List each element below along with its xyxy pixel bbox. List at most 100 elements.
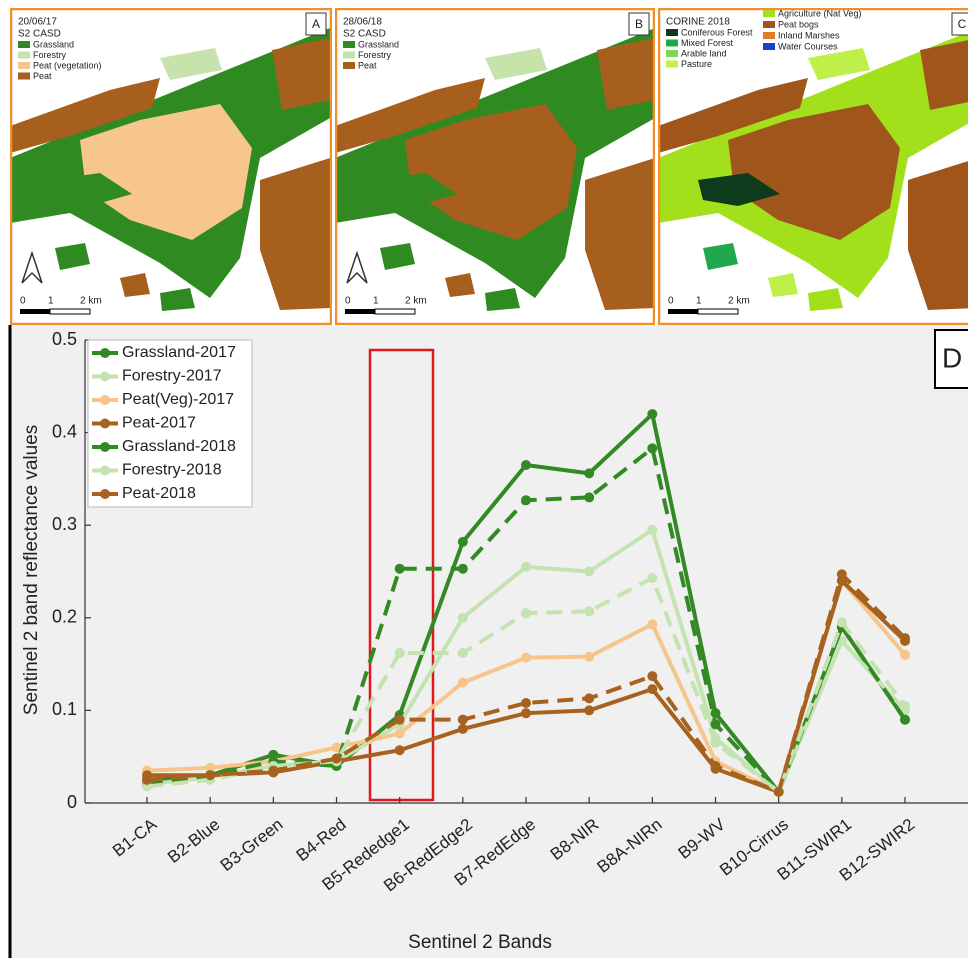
scale-bar [345,309,375,314]
map-source: S2 CASD [18,29,61,40]
annotation: D [942,342,962,373]
scale-label: 2 km [80,296,102,307]
legend-label: Peat bogs [778,19,819,29]
legend-label: Forestry [33,50,67,60]
data-point [584,492,594,502]
data-point [647,671,657,681]
legend-marker [100,419,110,429]
legend-label: Water Courses [778,41,838,51]
legend-label: Peat (vegetation) [33,60,102,70]
data-point [711,761,721,771]
data-point [900,633,910,643]
scale-label: 2 km [728,296,750,307]
data-point [521,698,531,708]
legend-swatch [18,62,30,69]
map-date: 28/06/18 [343,17,382,28]
legend-label: Forestry-2017 [122,368,222,385]
scale-label: 2 km [405,296,427,307]
data-point [900,715,910,725]
legend-label: Mixed Forest [681,38,734,48]
legend-marker [100,466,110,476]
legend-swatch [18,41,30,48]
legend-marker [100,395,110,405]
map-region [597,38,655,110]
legend-swatch [343,52,355,59]
legend-swatch [763,43,775,50]
data-point [395,745,405,755]
data-point [458,613,468,623]
data-point [521,495,531,505]
y-axis-label: Sentinel 2 band reflectance values [21,425,42,715]
legend-label: Peat [33,71,52,81]
data-point [521,708,531,718]
map-date: 20/06/17 [18,17,57,28]
legend-label: Peat-2017 [122,415,196,432]
data-point [521,460,531,470]
data-point [647,409,657,419]
data-point [521,562,531,572]
data-point [900,701,910,711]
data-point [711,719,721,729]
data-point [395,564,405,574]
y-tick-label: 0.2 [52,607,77,627]
data-point [521,608,531,618]
legend-label: Coniferous Forest [681,27,753,37]
data-point [584,606,594,616]
scale-bar [50,309,90,314]
legend-label: Peat-2018 [122,485,196,502]
x-axis-label: Sentinel 2 Bands [408,932,552,953]
legend-swatch [666,50,678,57]
legend-swatch [666,61,678,68]
scale-label: 1 [373,296,379,307]
legend-swatch [666,40,678,47]
data-point [711,708,721,718]
legend-marker [100,348,110,358]
map-region [272,38,330,110]
legend-label: Grassland-2018 [122,438,236,455]
data-point [647,525,657,535]
data-point [774,787,784,797]
legend-swatch [763,21,775,28]
scale-bar [668,309,698,314]
data-point [332,754,342,764]
data-point [458,678,468,688]
data-point [458,648,468,658]
legend-label: Peat(Veg)-2017 [122,391,234,408]
data-point [395,729,405,739]
data-point [268,766,278,776]
legend-label: Grassland [33,39,74,49]
legend-label: Agriculture (Nat Veg) [778,8,862,18]
data-point [584,705,594,715]
panel-letter: B [635,17,643,31]
legend-marker [100,372,110,382]
data-point [205,770,215,780]
legend-label: Forestry [358,50,392,60]
data-point [458,564,468,574]
data-point [395,648,405,658]
legend-marker [100,442,110,452]
legend-swatch [18,52,30,59]
scale-bar [375,309,415,314]
legend-label: Grassland-2017 [122,344,236,361]
legend-swatch [666,29,678,36]
legend-marker [100,489,110,499]
data-point [837,569,847,579]
data-point [647,443,657,453]
legend-swatch [763,10,775,17]
legend-swatch [343,41,355,48]
map-panel: 28/06/18S2 CASDGrasslandForestryPeatB012… [335,8,655,325]
legend-label: Arable land [681,48,727,58]
data-point [521,653,531,663]
legend-swatch [18,73,30,80]
data-point [458,724,468,734]
data-point [900,650,910,660]
panel-letter: A [312,17,320,31]
data-point [142,775,152,785]
data-point [395,715,405,725]
data-point [584,693,594,703]
map-source: CORINE 2018 [666,17,730,28]
figure: D Sentinel 2 Bands Sentinel 2 band refle… [0,0,968,958]
y-tick-label: 0.3 [52,514,77,534]
